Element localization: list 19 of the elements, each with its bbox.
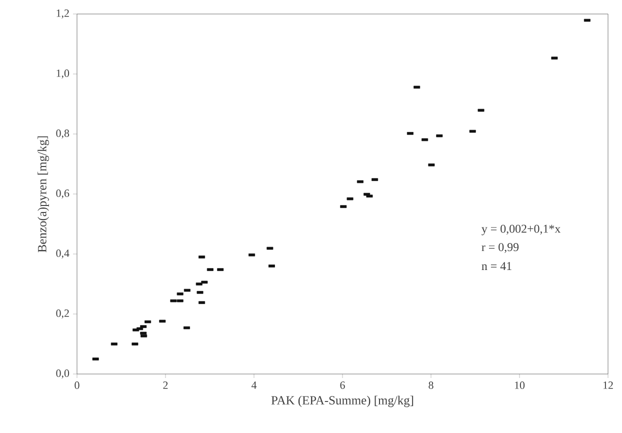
annotation: r = 0,99 [482,243,519,253]
x-tick-label: 4 [251,382,257,389]
x-tick-label: 0 [74,382,80,389]
x-tick-label: 6 [340,382,345,389]
y-tick-label: 1,0 [56,70,70,78]
x-tick-label: 10 [514,382,525,389]
y-tick-label: 1,2 [56,10,69,18]
x-tick-label: 12 [603,382,613,389]
y-tick-label: 0,8 [56,130,70,138]
y-tick-label: 0,2 [56,310,69,318]
x-tick-label: 8 [428,382,434,389]
y-tick-label: 0,4 [56,250,70,258]
x-tick-label: 2 [163,382,168,389]
y-tick-label: 0,0 [56,370,70,378]
y-tick-label: 0,6 [56,190,70,198]
y-axis-title: Benzo(a)pyren [mg/kg] [38,136,49,252]
annotation: n = 41 [482,262,512,270]
annotation: y = 0,002+0,1*x [482,224,561,236]
x-axis-title: PAK (EPA-Summe) [mg/kg] [271,396,414,408]
